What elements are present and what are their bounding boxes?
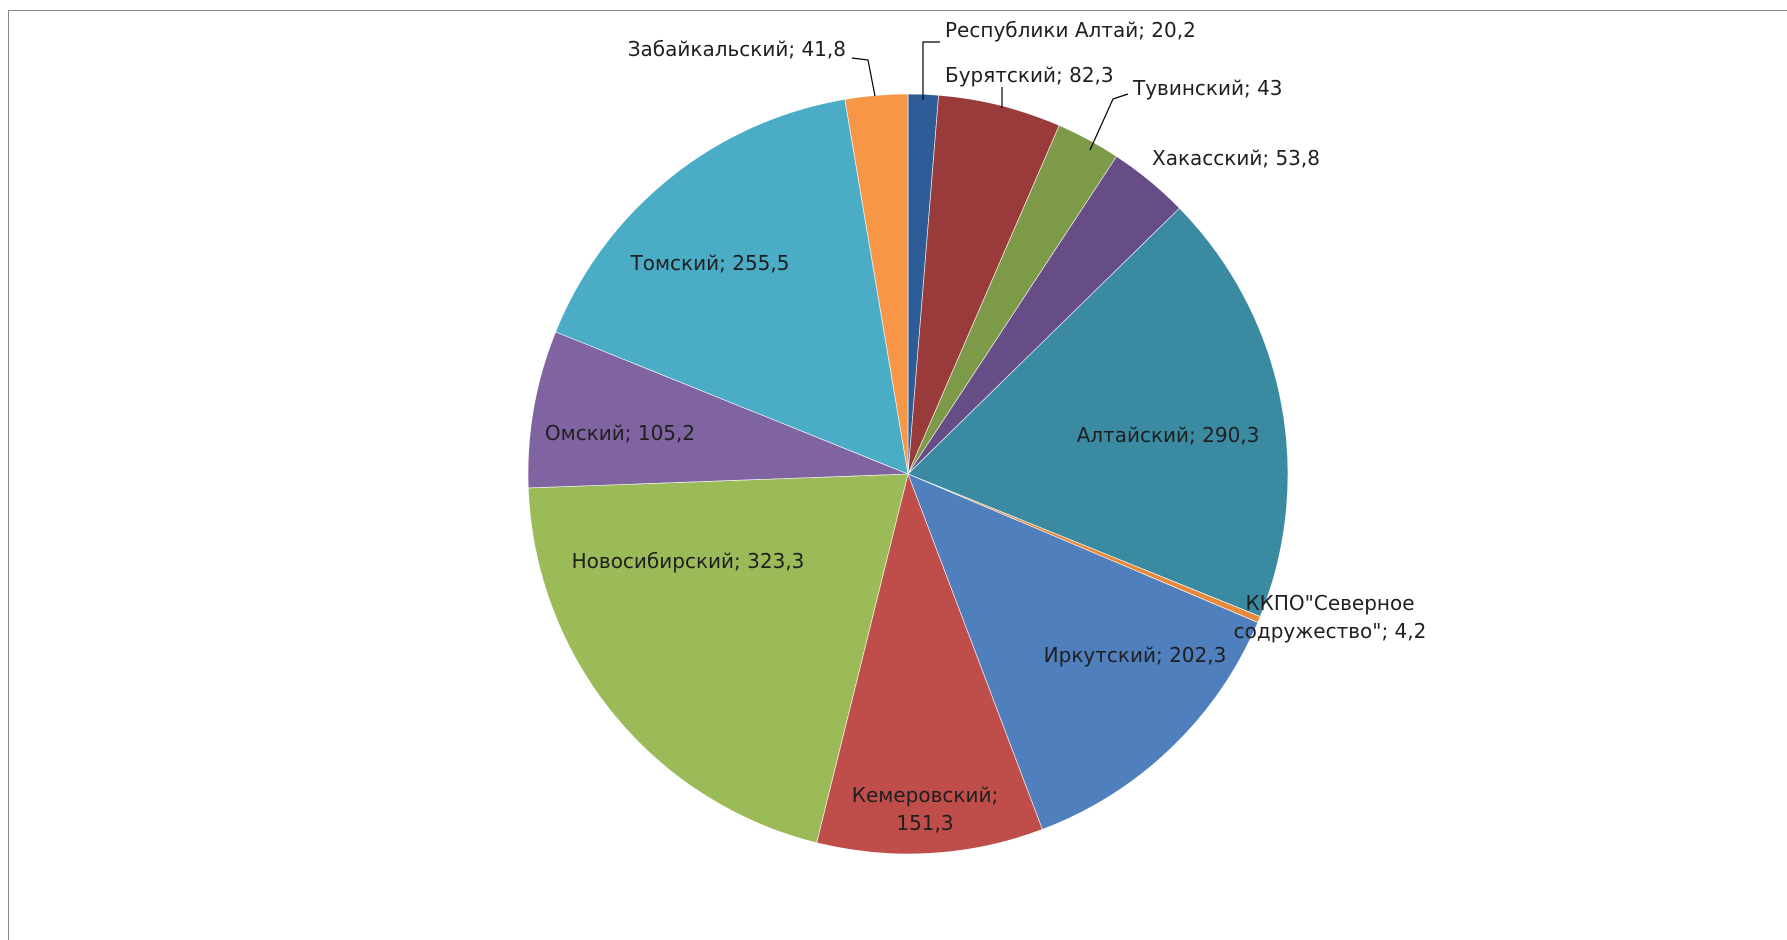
slice-data-label: Республики Алтай; 20,2	[945, 18, 1196, 42]
slice-data-label: Омский; 105,2	[545, 421, 695, 445]
pie-slices	[528, 94, 1288, 854]
slice-data-label: Хакасский; 53,8	[1152, 146, 1320, 170]
slice-data-label: ККПО"Северное содружество"; 4,2	[1234, 591, 1427, 643]
slice-data-label: Новосибирский; 323,3	[572, 549, 805, 573]
slice-data-label: Иркутский; 202,3	[1044, 643, 1227, 667]
leader-line	[1090, 94, 1128, 150]
slice-data-label: Томский; 255,5	[630, 251, 790, 275]
slice-data-label: Бурятский; 82,3	[945, 63, 1114, 87]
slice-data-label: Тувинский; 43	[1132, 76, 1283, 100]
leader-line	[923, 42, 940, 100]
leader-line	[852, 58, 875, 96]
slice-data-label: Забайкальский; 41,8	[628, 37, 846, 61]
slice-data-label: Алтайский; 290,3	[1077, 423, 1260, 447]
